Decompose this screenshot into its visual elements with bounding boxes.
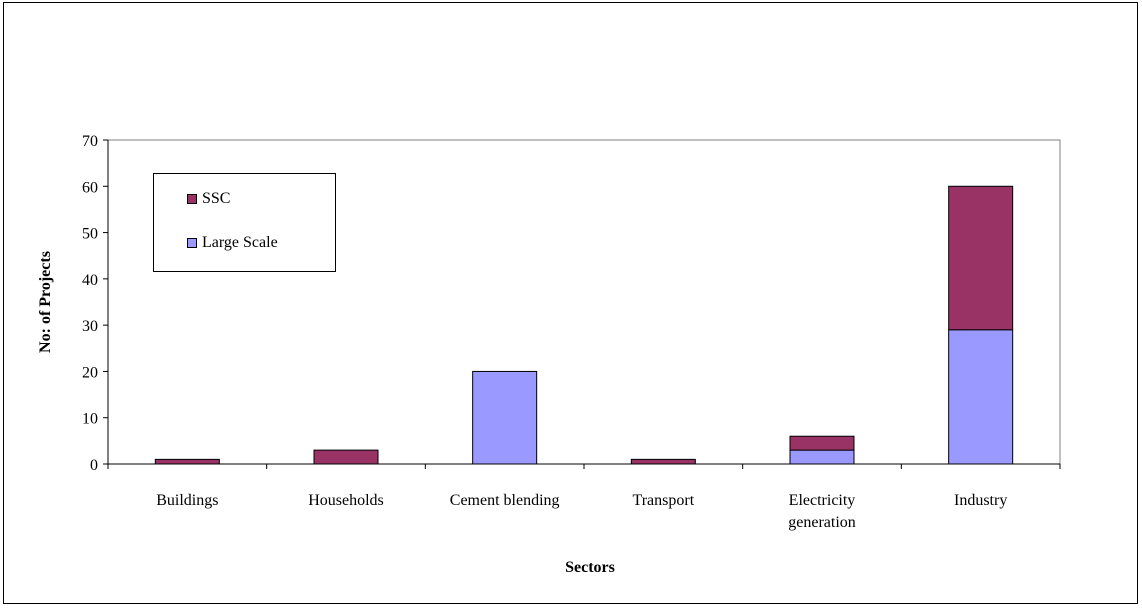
y-tick-label: 60: [82, 179, 98, 196]
x-axis-label: Sectors: [565, 559, 615, 576]
legend: SSC Large Scale: [153, 173, 336, 272]
bar-ssc: [313, 449, 379, 465]
x-tick-label: Households: [308, 492, 384, 509]
y-tick-label: 30: [82, 318, 98, 335]
y-tick-label: 40: [82, 272, 98, 289]
bar-ssc: [789, 435, 855, 451]
y-tick-label: 0: [90, 457, 98, 474]
x-tick-label: Buildings: [156, 492, 218, 509]
y-tick-label: 10: [82, 411, 98, 428]
axes-layer: [103, 139, 1061, 469]
y-axis-label: No: of Projects: [37, 251, 54, 353]
legend-swatch-large-scale: [187, 238, 197, 248]
legend-label-large-scale: Large Scale: [202, 234, 278, 251]
x-tick-label: Electricity: [789, 492, 856, 509]
x-tick-label: Cement blending: [450, 492, 560, 509]
bar-ssc: [154, 458, 220, 465]
x-tick-label: generation: [788, 514, 856, 531]
bar-ssc: [630, 458, 696, 465]
bar-large-scale: [789, 449, 855, 465]
y-tick-label: 70: [82, 133, 98, 150]
x-tick-label: Industry: [954, 492, 1007, 509]
legend-item-large-scale: Large Scale: [187, 234, 278, 252]
bar-ssc: [948, 185, 1014, 331]
bar-large-scale: [948, 329, 1014, 465]
legend-swatch-ssc: [187, 194, 197, 204]
x-tick-label: Transport: [633, 492, 695, 509]
legend-item-ssc: SSC: [187, 190, 230, 208]
legend-label-ssc: SSC: [202, 190, 231, 207]
tick-labels-layer: 0 10 20 30 40 50 60 70 Buildings Households Cement…: [82, 133, 1007, 531]
y-tick-label: 20: [82, 364, 98, 381]
bar-large-scale: [472, 370, 538, 465]
bars-layer: [154, 185, 1014, 465]
y-tick-label: 50: [82, 226, 98, 243]
